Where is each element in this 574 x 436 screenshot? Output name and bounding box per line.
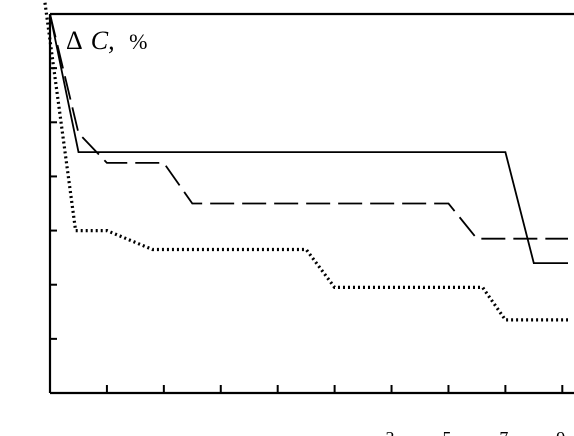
chart-title-unit: %: [129, 29, 147, 54]
series-group: [42, 0, 568, 322]
chart-title: Δ C, %: [66, 26, 147, 55]
x-tick-label: 5: [442, 428, 451, 436]
series-line-dashed: [49, 13, 568, 240]
series-line-dotted: [42, 0, 568, 322]
x-tick-label: 3: [386, 428, 395, 436]
x-tick-label: 9: [556, 428, 565, 436]
x-tick-label: 7: [499, 428, 508, 436]
series-line-solid: [49, 13, 568, 264]
axes-group: 3 5 7 9: [48, 12, 574, 436]
chart-title-symbol: C,: [91, 26, 115, 55]
chart-title-delta: Δ: [66, 26, 82, 55]
labels-group: Δ C, %: [66, 26, 147, 55]
